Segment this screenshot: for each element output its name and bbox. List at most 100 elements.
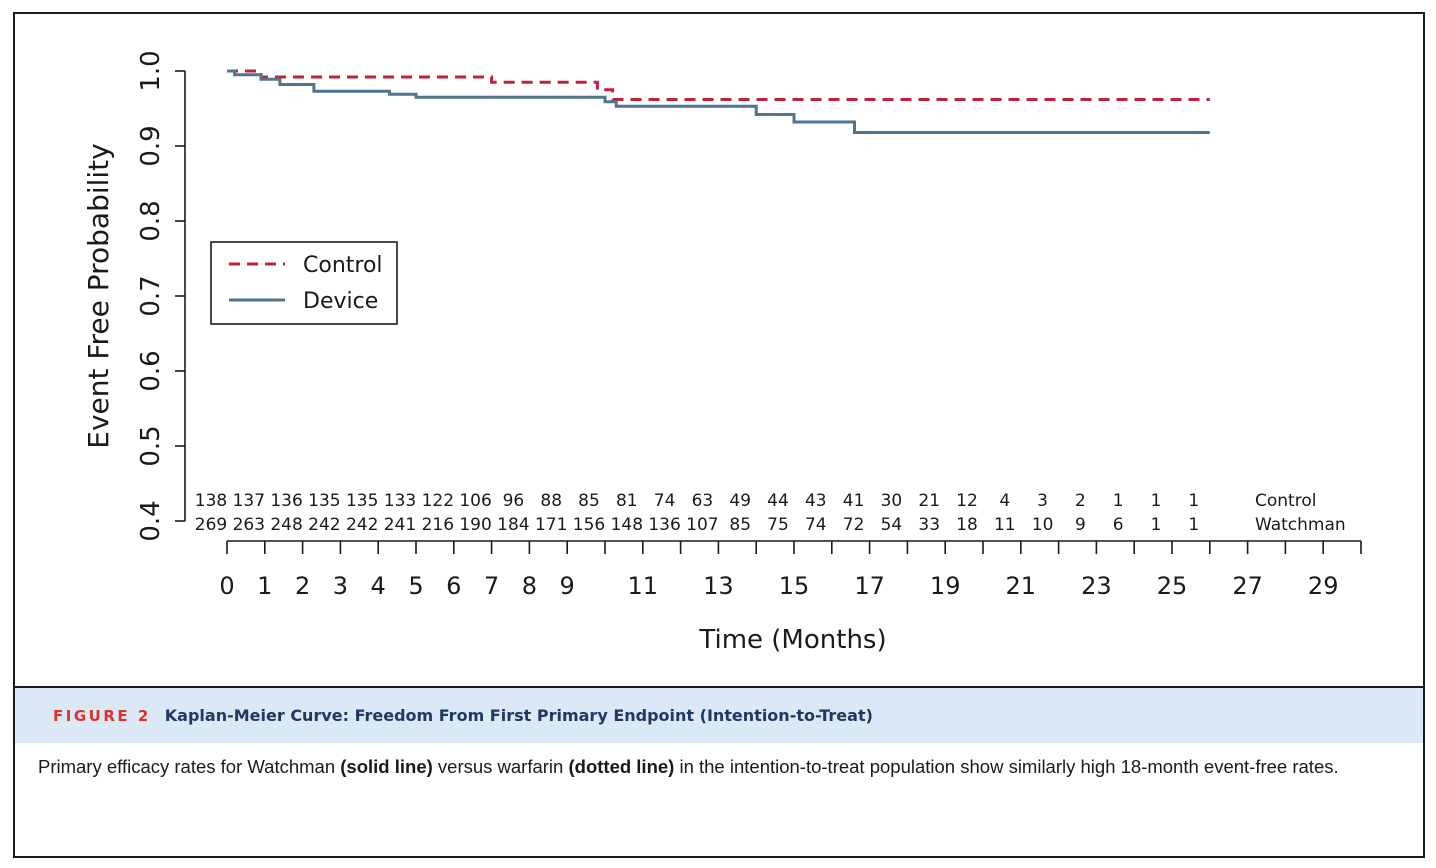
x-tick-label: 1 [257,572,272,600]
caption-part-1: Primary efficacy rates for Watchman [38,756,341,777]
at-risk-value: 269 [195,515,227,535]
figure-caption-bar: FIGURE 2 Kaplan-Meier Curve: Freedom Fro… [15,686,1423,743]
figure-number: FIGURE 2 [53,706,151,725]
at-risk-value: 2 [1075,491,1086,511]
x-tick-label: 9 [560,572,575,600]
at-risk-value: 33 [918,515,940,535]
at-risk-value: 81 [616,491,638,511]
at-risk-value: 107 [686,515,718,535]
figure-caption-text: Primary efficacy rates for Watchman (sol… [38,750,1378,784]
x-tick-label: 19 [930,572,961,600]
x-tick-label: 11 [628,572,659,600]
at-risk-value: 1 [1113,491,1124,511]
caption-part-3: in the intention-to-treat population sho… [674,756,1339,777]
at-risk-value: 263 [233,515,265,535]
x-tick-label: 15 [779,572,810,600]
y-tick-label: 0.8 [136,200,166,241]
x-tick-label: 2 [295,572,310,600]
at-risk-value: 6 [1113,515,1124,535]
at-risk-value: 10 [1032,515,1054,535]
at-risk-value: 148 [611,515,643,535]
x-tick-label: 23 [1081,572,1112,600]
x-tick-label: 0 [219,572,234,600]
at-risk-value: 241 [384,515,416,535]
at-risk-value: 88 [540,491,562,511]
at-risk-row-label: Control [1255,491,1316,511]
at-risk-value: 135 [346,491,378,511]
at-risk-value: 85 [578,491,600,511]
at-risk-value: 136 [270,491,302,511]
caption-bold-1: (solid line) [340,756,433,777]
at-risk-value: 106 [459,491,491,511]
figure-frame: 0.4 0.5 0.6 0.7 0.8 0.9 1.0 Event Free Probabil… [13,12,1425,858]
at-risk-value: 49 [729,491,751,511]
at-risk-value: 122 [422,491,454,511]
at-risk-value: 74 [805,515,827,535]
at-risk-value: 1 [1188,491,1199,511]
x-tick-label: 27 [1232,572,1263,600]
series-line-control [227,69,1210,101]
at-risk-value: 43 [805,491,827,511]
at-risk-value: 135 [308,491,340,511]
figure-title: Kaplan-Meier Curve: Freedom From First P… [164,706,873,725]
at-risk-value: 9 [1075,515,1086,535]
at-risk-value: 72 [843,515,865,535]
at-risk-value: 11 [994,515,1016,535]
at-risk-value: 184 [497,515,529,535]
at-risk-value: 54 [881,515,903,535]
at-risk-value: 242 [308,515,340,535]
at-risk-value: 156 [573,515,605,535]
x-tick-label: 13 [703,572,734,600]
y-axis-title: Event Free Probability [82,143,115,448]
at-risk-value: 137 [233,491,265,511]
at-risk-value: 18 [956,515,978,535]
at-risk-value: 1 [1151,491,1162,511]
at-risk-value: 3 [1037,491,1048,511]
at-risk-value: 85 [729,515,751,535]
x-axis-title: Time (Months) [698,625,886,655]
y-tick-label: 0.9 [136,125,166,166]
at-risk-row-label: Watchman [1255,515,1346,535]
at-risk-value: 242 [346,515,378,535]
at-risk-value: 248 [270,515,302,535]
at-risk-value: 1 [1188,515,1199,535]
at-risk-value: 216 [422,515,454,535]
at-risk-value: 30 [881,491,903,511]
at-risk-value: 21 [918,491,940,511]
caption-part-2: versus warfarin [432,756,569,777]
at-risk-value: 133 [384,491,416,511]
x-tick-label: 4 [371,572,386,600]
y-tick-label: 0.7 [136,275,166,316]
caption-bold-2: (dotted line) [568,756,675,777]
x-tick-label: 21 [1006,572,1037,600]
legend-label: Control [303,253,383,278]
km-chart: 0.4 0.5 0.6 0.7 0.8 0.9 1.0 Event Free Probabil… [82,50,1362,655]
at-risk-value: 171 [535,515,567,535]
x-tick-label: 29 [1308,572,1339,600]
at-risk-value: 74 [654,491,676,511]
x-tick-label: 17 [854,572,885,600]
series-line-device [227,69,1210,134]
at-risk-value: 136 [648,515,680,535]
at-risk-value: 4 [999,491,1010,511]
y-tick-label: 0.6 [136,350,166,391]
at-risk-value: 63 [692,491,714,511]
x-tick-label: 8 [522,572,537,600]
at-risk-value: 75 [767,515,789,535]
y-tick-label: 0.4 [136,500,166,541]
x-tick-label: 3 [333,572,348,600]
x-tick-label: 6 [446,572,461,600]
legend-box [210,241,398,325]
y-tick-label: 0.5 [136,425,166,466]
at-risk-value: 190 [459,515,491,535]
at-risk-value: 12 [956,491,978,511]
at-risk-value: 138 [195,491,227,511]
at-risk-value: 96 [503,491,525,511]
chart-area: 0.4 0.5 0.6 0.7 0.8 0.9 1.0 Event Free Probabil… [15,14,1423,686]
at-risk-value: 44 [767,491,789,511]
at-risk-value: 41 [843,491,865,511]
at-risk-value: 1 [1151,515,1162,535]
x-tick-label: 25 [1157,572,1188,600]
x-tick-label: 5 [408,572,423,600]
y-tick-label: 1.0 [136,50,166,91]
